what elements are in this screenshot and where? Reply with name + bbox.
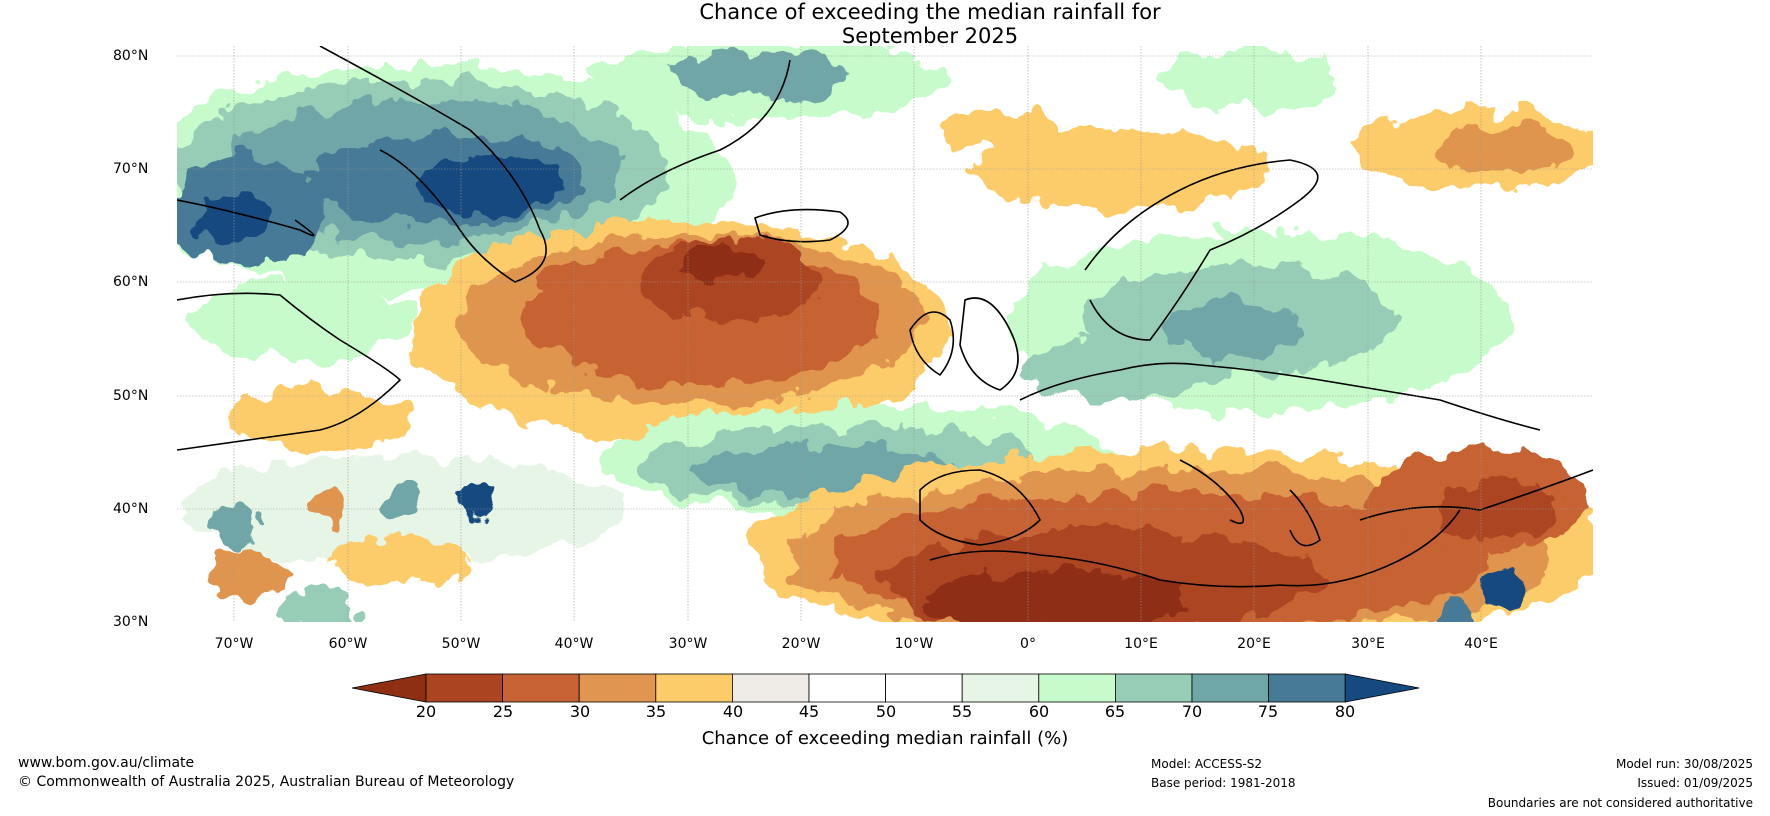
lon-label-40e: 40°E (1464, 636, 1498, 652)
region-atlantic-lt20 (680, 245, 760, 285)
lon-label-20e: 20°E (1237, 636, 1271, 652)
coast-baffin (177, 199, 315, 237)
colorbar-tick-45: 45 (798, 702, 820, 721)
colorbar-tick-60: 60 (1028, 702, 1050, 721)
coast-iberia (919, 469, 1041, 546)
colorbar (351, 673, 1420, 703)
lat-label-30n: 30°N (113, 614, 149, 630)
lon-label-30e: 30°E (1351, 636, 1385, 652)
coast-greenland (319, 46, 547, 283)
colorbar-tick-75: 75 (1257, 702, 1279, 721)
colorbar-swatch-55-60 (961, 673, 1040, 703)
colorbar-arrow-high (1344, 673, 1420, 703)
issued-date: Issued: 01/09/2025 (1637, 776, 1753, 790)
region-north-atlantic-70 (670, 50, 850, 100)
copyright-text: © Commonwealth of Australia 2025, Austra… (18, 774, 515, 790)
coast-labrador (177, 292, 401, 451)
colorbar-tick-70: 70 (1181, 702, 1203, 721)
cell-sw-5 (330, 538, 470, 582)
cell-me-2 (1441, 596, 1469, 622)
lon-label-30w: 30°W (668, 636, 708, 652)
colorbar-swatch-45-50 (808, 673, 886, 703)
coast-europe (1019, 362, 1541, 431)
region-barents-30 (1430, 128, 1570, 172)
lat-label-70n: 70°N (113, 161, 149, 177)
lon-label-60w: 60°W (328, 636, 368, 652)
colorbar-swatch-70-75 (1191, 673, 1269, 703)
title-line-1: Chance of exceeding the median rainfall … (699, 0, 1161, 24)
colorbar-arrow-low (351, 673, 427, 703)
lon-label-20w: 20°W (781, 636, 821, 652)
cell-sw-2 (462, 480, 498, 516)
lon-label-50w: 50°W (441, 636, 481, 652)
cell-sw-7 (280, 590, 360, 622)
coast-iceland (754, 208, 849, 243)
region-greenland-80 (415, 155, 565, 215)
coast-greenland-east (619, 59, 791, 201)
lon-label-10w: 10°W (894, 636, 934, 652)
coast-greece (1289, 489, 1321, 547)
lon-label-70w: 70°W (214, 636, 254, 652)
boundary-disclaimer: Boundaries are not considered authoritat… (1487, 796, 1753, 810)
colorbar-tick-40: 40 (722, 702, 744, 721)
lon-label-10e: 10°E (1124, 636, 1158, 652)
colorbar-swatch-35-40 (655, 673, 733, 703)
map-title: Chance of exceeding the median rainfall … (0, 0, 1770, 48)
colorbar-tick-80: 80 (1334, 702, 1356, 721)
coast-italy (1179, 459, 1245, 525)
cell-me-1 (1483, 568, 1527, 612)
cell-sw-4 (210, 550, 290, 600)
colorbar-tick-50: 50 (875, 702, 897, 721)
colorbar-swatch-20-25 (425, 673, 503, 703)
colorbar-tick-65: 65 (1104, 702, 1126, 721)
lat-label-50n: 50°N (113, 388, 149, 404)
coast-scandinavia (1084, 159, 1319, 341)
title-line-2: September 2025 (841, 24, 1019, 48)
lat-label-40n: 40°N (113, 501, 149, 517)
colorbar-tick-55: 55 (951, 702, 973, 721)
coast-ireland (909, 311, 955, 376)
colorbar-tick-25: 25 (492, 702, 514, 721)
lon-label-40w: 40°W (554, 636, 594, 652)
cell-sw-1 (210, 500, 260, 550)
lon-label-0: 0° (1020, 636, 1036, 652)
colorbar-swatch-75-80 (1268, 673, 1346, 703)
region-newfoundland-35 (230, 390, 410, 450)
colorbar-swatch-65-70 (1115, 673, 1193, 703)
region-svalbard-60 (1160, 50, 1340, 110)
cell-sw-3 (382, 482, 418, 518)
colorbar-swatch-25-30 (502, 673, 580, 703)
base-period: Base period: 1981-2018 (1151, 776, 1296, 790)
website-link[interactable]: www.bom.gov.au/climate (18, 755, 195, 771)
lat-label-60n: 60°N (113, 274, 149, 290)
colorbar-swatch-50-55 (885, 673, 963, 703)
colorbar-label: Chance of exceeding median rainfall (%) (701, 728, 1069, 749)
graticule (177, 46, 1593, 622)
coastlines (177, 46, 1593, 588)
region-northsea-35 (940, 110, 1060, 150)
region-sahara-lt20 (930, 570, 1190, 622)
colorbar-swatch-60-65 (1038, 673, 1116, 703)
coast-turkey (1359, 469, 1593, 521)
colorbar-tick-30: 30 (569, 702, 591, 721)
coast-britain (959, 297, 1019, 391)
region-turkey-20 (1440, 480, 1560, 540)
colorbar-swatch-30-35 (578, 673, 657, 703)
coast-north-africa (929, 509, 1461, 588)
rainfall-field (177, 46, 1593, 622)
region-labrador-60 (190, 280, 410, 360)
colorbar-swatch-40-45 (732, 673, 810, 703)
cell-sw-6 (315, 490, 345, 520)
colorbar-tick-35: 35 (645, 702, 667, 721)
model-name: Model: ACCESS-S2 (1151, 757, 1263, 771)
region-baltic-70 (1160, 300, 1300, 360)
model-run-date: Model run: 30/08/2025 (1615, 757, 1753, 771)
lat-label-80n: 80°N (113, 48, 149, 64)
region-norwegian-35 (970, 130, 1270, 210)
colorbar-tick-20: 20 (415, 702, 437, 721)
